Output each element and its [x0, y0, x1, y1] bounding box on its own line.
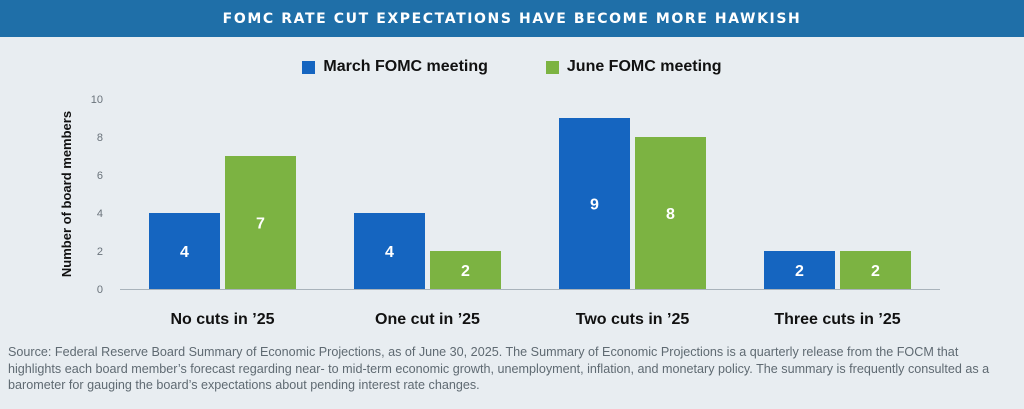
bar: [840, 251, 911, 289]
bar-value-label: 2: [461, 263, 470, 280]
legend-item-march: March FOMC meeting: [302, 58, 488, 76]
bar: [559, 118, 630, 289]
bar: [430, 251, 501, 289]
legend-item-june: June FOMC meeting: [545, 58, 722, 76]
bar: [764, 251, 835, 289]
legend-label-march: March FOMC meeting: [323, 58, 488, 75]
bar-value-label: 8: [666, 206, 675, 223]
bar: [225, 156, 296, 289]
bar-value-label: 7: [256, 216, 265, 233]
y-tick-label: 2: [97, 246, 103, 258]
x-tick-label: One cut in ’25: [375, 311, 480, 328]
chart-title: FOMC RATE CUT EXPECTATIONS HAVE BECOME M…: [222, 10, 802, 27]
bar-value-label: 9: [590, 197, 599, 214]
bar-value-label: 4: [180, 244, 189, 261]
y-tick-label: 4: [97, 208, 103, 220]
bar: [354, 213, 425, 289]
chart-header: FOMC RATE CUT EXPECTATIONS HAVE BECOME M…: [0, 0, 1024, 37]
bar-value-label: 2: [871, 263, 880, 280]
x-tick-label: Three cuts in ’25: [774, 311, 900, 328]
bar: [149, 213, 220, 289]
y-tick-label: 10: [91, 94, 103, 106]
y-tick-label: 8: [97, 132, 103, 144]
legend-swatch-june: [545, 60, 559, 74]
chart-legend: March FOMC meeting June FOMC meeting: [0, 58, 1024, 76]
bar-chart: Number of board members 0 2 4 6 8 10 4 7 No cuts …: [59, 94, 940, 328]
x-tick-label: Two cuts in ’25: [576, 311, 690, 328]
x-tick-label: No cuts in ’25: [170, 311, 274, 328]
y-tick-label: 6: [97, 170, 103, 182]
legend-label-june: June FOMC meeting: [566, 58, 722, 75]
source-note: Source: Federal Reserve Board Summary of…: [8, 345, 990, 392]
bar: [635, 137, 706, 289]
y-tick-label: 0: [97, 284, 103, 296]
y-axis-title: Number of board members: [59, 111, 74, 277]
bar-value-label: 4: [385, 244, 394, 261]
bar-value-label: 2: [795, 263, 804, 280]
legend-swatch-march: [302, 60, 316, 74]
